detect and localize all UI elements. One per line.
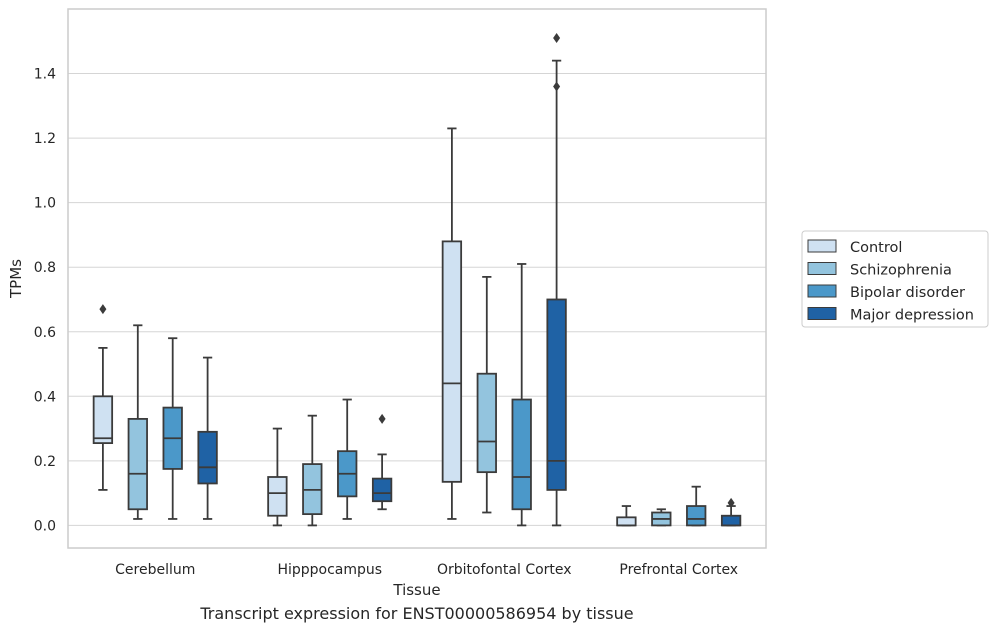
legend-swatch [807,284,837,298]
box [92,395,114,445]
plot-frame [67,8,767,549]
y-tick-label: 0.0 [34,518,56,534]
box [441,240,463,483]
legend-swatch [807,262,837,275]
x-tick-label: Orbitofontal Cortex [437,562,572,578]
legend-label: Schizophrenia [850,263,952,279]
y-tick-label: 0.6 [34,325,56,341]
outlier-marker [99,304,107,315]
legend-swatch [807,307,837,320]
legend-label: Bipolar disorder [850,285,965,301]
box [546,298,567,491]
box [720,514,742,527]
y-tick-label: 0.2 [34,454,56,470]
box [267,476,288,517]
x-axis-label: Tissue [392,581,440,599]
box [476,372,497,474]
y-tick-label: 0.8 [34,260,56,276]
y-tick-label: 0.4 [34,389,56,405]
legend-frame [801,230,989,328]
box [511,398,532,511]
legend-label: Control [850,240,902,256]
outlier-marker [553,33,561,44]
box [197,430,218,485]
box [371,477,393,503]
legend-label: Major depression [850,308,974,324]
y-tick-label: 1.0 [34,196,56,212]
box [686,505,707,527]
y-tick-label: 1.2 [34,131,56,147]
x-tick-label: Prefrontal Cortex [619,562,738,578]
chart-caption: Transcript expression for ENST0000058695… [200,604,634,623]
outlier-marker [727,497,735,508]
x-tick-label: Hipppocampus [277,562,382,578]
box [127,417,148,511]
outlier-marker [378,413,386,424]
x-tick-label: Cerebellum [115,562,195,578]
legend-swatch [807,239,837,253]
outlier-marker [553,81,561,92]
y-tick-label: 1.4 [34,67,56,83]
y-axis-label: TPMs [7,259,25,299]
box [616,516,637,527]
